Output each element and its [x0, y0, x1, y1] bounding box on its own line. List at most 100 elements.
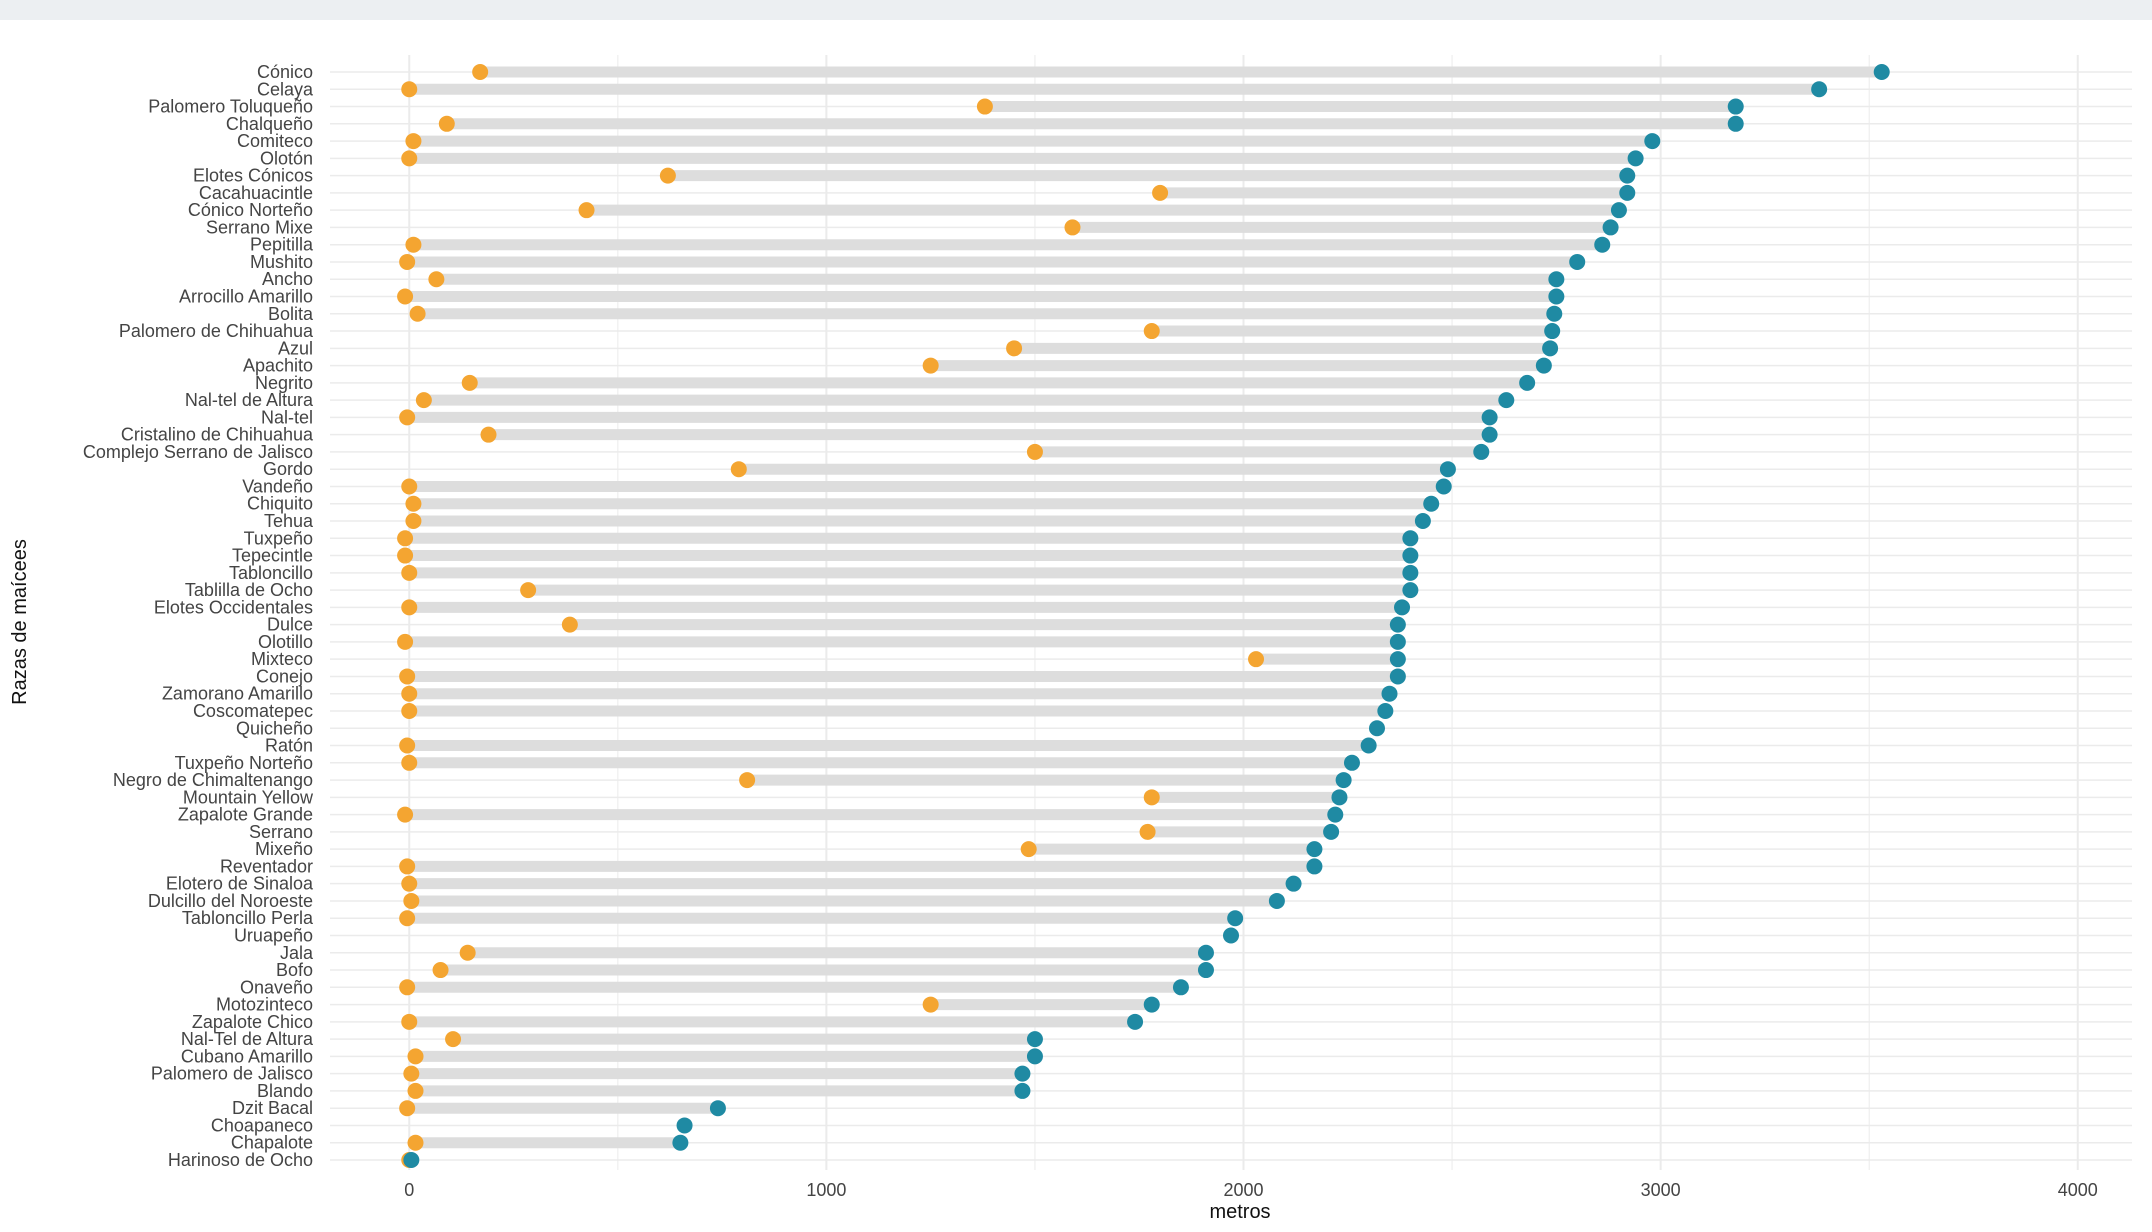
y-tick-label: Cacahuacintle	[199, 183, 313, 203]
min-point	[401, 81, 418, 98]
max-point	[1223, 927, 1239, 944]
y-tick-label: Tabloncillo Perla	[182, 908, 314, 928]
y-tick-label: Cristalino de Chihuahua	[121, 425, 314, 445]
min-point	[1143, 789, 1160, 806]
x-tick-label: 0	[404, 1180, 414, 1200]
x-axis-title: metros	[1209, 1201, 1270, 1223]
y-tick-label: Zapalote Chico	[192, 1012, 313, 1032]
min-point	[561, 616, 578, 633]
min-point	[730, 461, 747, 478]
y-axis-title: Razas de maícees	[9, 539, 31, 705]
y-tick-label: Arrocillo Amarillo	[179, 287, 313, 307]
min-point	[397, 547, 414, 564]
min-point	[399, 979, 416, 996]
max-point	[1402, 547, 1419, 564]
max-point	[1172, 979, 1189, 996]
max-point	[1014, 1082, 1031, 1099]
min-point	[401, 702, 418, 719]
max-point	[1014, 1065, 1031, 1082]
max-point	[1481, 426, 1498, 443]
min-point	[401, 150, 418, 167]
x-tick-label: 1000	[806, 1180, 846, 1200]
min-point	[399, 409, 416, 426]
min-point	[428, 271, 445, 288]
min-point	[520, 582, 537, 599]
x-tick-label: 2000	[1223, 1180, 1263, 1200]
min-point	[472, 64, 489, 80]
max-point	[1394, 599, 1411, 616]
y-tick-label: Chalqueño	[226, 114, 313, 134]
max-point	[1481, 409, 1498, 426]
max-point	[1227, 910, 1244, 927]
max-point	[1197, 944, 1214, 961]
max-point	[1377, 702, 1394, 719]
points	[397, 64, 1890, 1168]
max-point	[1546, 305, 1563, 322]
max-point	[1473, 443, 1490, 460]
max-point	[1414, 513, 1431, 530]
x-axis-labels: 0 1000 2000 3000 4000	[404, 1180, 2098, 1200]
max-point	[1619, 184, 1636, 201]
y-tick-label: Quicheño	[236, 718, 313, 738]
min-point	[459, 944, 476, 961]
max-point	[1331, 789, 1348, 806]
y-tick-label: Zamorano Amarillo	[162, 684, 313, 704]
min-point	[407, 1082, 424, 1099]
max-point	[1644, 133, 1661, 150]
max-point	[403, 1152, 420, 1168]
min-point	[415, 392, 432, 409]
min-point	[399, 668, 416, 685]
y-tick-label: Serrano Mixe	[206, 217, 313, 237]
max-point	[1619, 167, 1636, 184]
max-point	[1542, 340, 1559, 357]
y-tick-label: Mountain Yellow	[183, 787, 314, 807]
y-tick-label: Onaveño	[240, 977, 313, 997]
y-tick-label: Palomero Toluqueño	[148, 97, 313, 117]
max-point	[1285, 875, 1302, 892]
x-tick-label: 4000	[2058, 1180, 2098, 1200]
min-point	[397, 806, 414, 823]
max-point	[1535, 357, 1552, 374]
y-tick-label: Negrito	[255, 373, 313, 393]
max-point	[1381, 685, 1398, 702]
min-point	[401, 875, 418, 892]
min-point	[659, 167, 676, 184]
y-tick-label: Cónico	[257, 62, 313, 82]
y-tick-label: Tepecintle	[232, 546, 313, 566]
max-point	[1026, 1031, 1043, 1048]
max-point	[1306, 841, 1323, 858]
max-point	[1569, 253, 1586, 270]
max-point	[1323, 823, 1340, 840]
y-tick-label: Elotero de Sinaloa	[166, 874, 314, 894]
y-tick-label: Choapaneco	[211, 1115, 313, 1135]
y-tick-label: Tuxpeño	[244, 528, 313, 548]
max-point	[1389, 616, 1406, 633]
y-tick-label: Elotes Cónicos	[193, 166, 313, 186]
y-tick-label: Pepitilla	[250, 235, 314, 255]
min-point	[1064, 219, 1081, 236]
max-point	[1197, 962, 1214, 979]
max-point	[1435, 478, 1452, 495]
max-point	[1627, 150, 1644, 167]
min-point	[399, 737, 416, 754]
range-bars	[405, 66, 1882, 1166]
max-point	[1727, 115, 1744, 132]
min-point	[401, 754, 418, 771]
max-point	[1368, 720, 1385, 737]
y-tick-label: Azul	[278, 338, 313, 358]
y-tick-label: Cónico Norteño	[188, 200, 313, 220]
y-tick-label: Mixteco	[251, 649, 313, 669]
y-tick-label: Ancho	[262, 269, 313, 289]
min-point	[407, 1134, 424, 1151]
x-tick-label: 3000	[1641, 1180, 1681, 1200]
max-point	[1548, 288, 1565, 305]
min-point	[461, 374, 478, 391]
max-point	[1402, 564, 1419, 581]
max-point	[1873, 64, 1890, 80]
y-tick-label: Apachito	[243, 356, 313, 376]
min-point	[922, 996, 939, 1013]
y-tick-label: Coscomatepec	[193, 701, 313, 721]
max-point	[709, 1100, 726, 1117]
y-tick-label: Nal-tel de Altura	[185, 390, 314, 410]
